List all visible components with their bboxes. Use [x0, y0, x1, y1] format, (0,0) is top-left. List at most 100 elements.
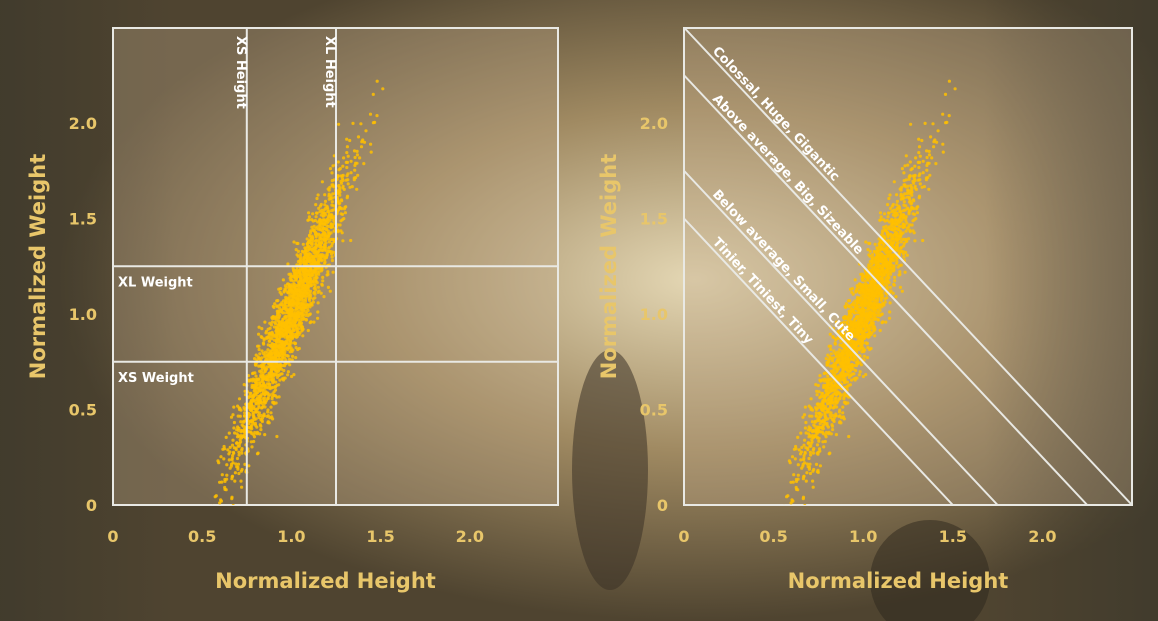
data-point: [270, 364, 274, 368]
data-point: [236, 462, 241, 466]
data-point: [250, 403, 254, 407]
data-point: [816, 405, 821, 409]
data-point: [232, 420, 236, 425]
vertical-line-label: XS Height: [233, 36, 248, 109]
data-point: [917, 151, 921, 155]
data-point: [912, 181, 916, 185]
data-point: [864, 282, 868, 286]
data-point: [255, 377, 259, 381]
data-point: [301, 242, 305, 246]
data-point: [358, 156, 362, 160]
data-point: [238, 438, 242, 442]
data-point: [234, 462, 238, 466]
data-point: [342, 156, 346, 160]
data-point: [836, 374, 841, 378]
y-tick-label: 0.5: [640, 401, 668, 420]
data-point: [298, 262, 302, 266]
data-point: [811, 448, 815, 452]
data-point: [309, 283, 313, 287]
data-point: [931, 122, 935, 126]
data-point: [834, 388, 838, 392]
data-point: [899, 210, 903, 214]
data-point: [321, 232, 326, 236]
data-point: [918, 182, 922, 186]
data-point: [892, 180, 896, 184]
data-point: [362, 162, 366, 166]
data-point: [236, 444, 240, 448]
data-point: [894, 237, 898, 241]
data-point: [829, 357, 833, 361]
data-point: [239, 420, 243, 424]
data-point: [904, 216, 908, 220]
data-point: [243, 414, 247, 418]
data-point: [224, 435, 228, 439]
data-point: [338, 223, 342, 227]
data-point: [853, 299, 857, 303]
data-point: [259, 363, 263, 367]
data-point: [910, 188, 914, 192]
data-point: [263, 367, 267, 371]
data-point: [859, 343, 863, 347]
data-point: [238, 414, 242, 418]
data-point: [829, 347, 833, 352]
data-point: [934, 162, 938, 166]
data-point: [944, 121, 948, 125]
data-point: [258, 369, 262, 373]
data-point: [381, 87, 385, 91]
data-point: [866, 248, 870, 252]
data-point: [880, 312, 884, 316]
data-point: [257, 394, 261, 399]
data-point: [257, 325, 261, 329]
data-point: [895, 203, 899, 207]
data-point: [802, 475, 806, 479]
data-point: [821, 430, 825, 434]
data-point: [295, 276, 299, 280]
data-point: [292, 282, 296, 286]
y-tick-label: 0.5: [69, 401, 97, 420]
data-point: [263, 355, 267, 359]
data-point: [220, 473, 224, 477]
data-point: [318, 210, 322, 214]
height-weight-size-bins-chart: XS Height XL Height XL Weight XS Weight 0 0.5…: [26, 27, 559, 593]
data-point: [890, 257, 894, 261]
data-point: [860, 285, 865, 289]
data-point: [272, 393, 276, 397]
data-point: [314, 267, 318, 271]
data-point: [913, 184, 917, 188]
data-point: [902, 225, 906, 229]
data-point: [222, 457, 226, 461]
data-point: [352, 149, 357, 153]
data-point: [834, 433, 839, 437]
data-point: [855, 302, 859, 307]
data-point: [825, 389, 829, 393]
data-point: [886, 203, 890, 207]
data-point: [891, 213, 895, 217]
data-point: [857, 373, 862, 377]
data-point: [846, 401, 850, 405]
data-point: [858, 298, 862, 302]
data-point: [274, 356, 278, 360]
data-point: [831, 428, 835, 432]
data-point: [873, 270, 878, 274]
data-point: [275, 434, 279, 439]
data-point: [175, 573, 178, 576]
data-point: [314, 278, 318, 282]
data-point: [841, 411, 845, 415]
data-point: [818, 449, 822, 453]
data-point: [849, 373, 854, 377]
data-point: [279, 292, 283, 296]
data-point: [287, 357, 292, 361]
data-point: [802, 458, 806, 462]
diagonal-size-line: [683, 26, 1133, 506]
data-point: [229, 415, 234, 419]
data-point: [814, 462, 819, 466]
data-point: [868, 249, 872, 253]
data-point: [831, 406, 835, 410]
data-point: [276, 337, 280, 341]
data-point: [826, 361, 830, 365]
data-point: [319, 213, 323, 217]
data-point: [882, 235, 887, 240]
data-point: [344, 205, 348, 209]
data-point: [259, 400, 263, 404]
data-point: [275, 395, 279, 399]
